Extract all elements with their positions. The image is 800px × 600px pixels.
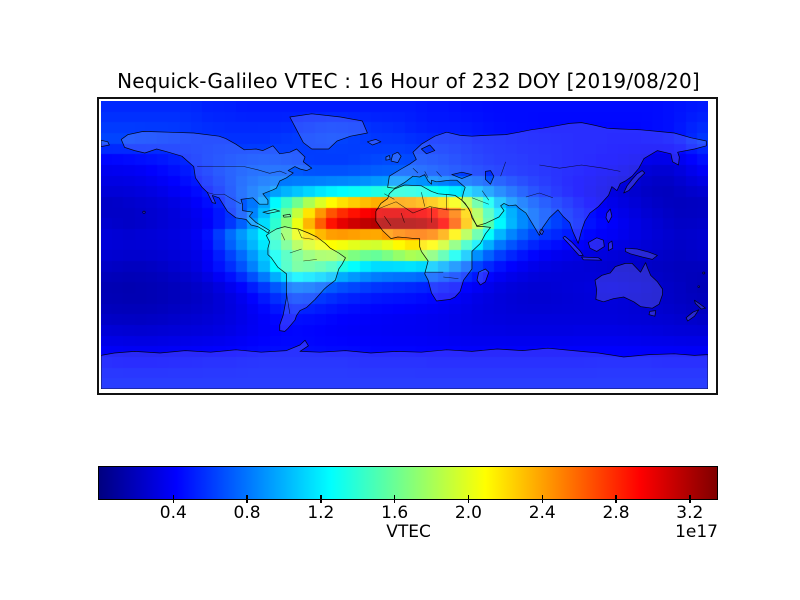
colorbar-tick	[467, 495, 470, 503]
country-borders	[197, 161, 621, 314]
new-guinea-outline	[625, 247, 658, 260]
madagascar-outline	[476, 268, 490, 286]
hispaniola-outline	[282, 213, 292, 218]
colorbar-tick-label: 1.2	[307, 503, 335, 523]
colorbar-tick-label: 2.0	[454, 503, 482, 523]
africa-outline	[375, 184, 491, 302]
tasmania-outline	[648, 310, 657, 317]
eurasia-outline	[387, 122, 707, 244]
world-coastlines-overlay	[101, 113, 708, 389]
colorbar-tick-label: 2.4	[528, 503, 556, 523]
south-america-outline	[265, 226, 346, 332]
colorbar-tick	[541, 495, 543, 503]
japan-outline	[623, 170, 646, 194]
vanuatu-island-dot	[697, 285, 700, 288]
colorbar-tick	[172, 495, 174, 503]
australia-outline	[594, 262, 663, 309]
chukotka-wrap-fragment	[101, 139, 110, 147]
sulawesi-outline	[608, 240, 614, 251]
colorbar-axis-label: VTEC	[386, 522, 431, 542]
hawaii-island-dot	[142, 210, 146, 214]
sri-lanka-outline	[539, 228, 544, 235]
vtec-heatmap-canvas	[101, 101, 708, 389]
colorbar-offset-label: 1e17	[675, 522, 718, 542]
colorbar	[98, 466, 718, 500]
colorbar-tick-label: 1.6	[381, 503, 409, 523]
colorbar-tick	[393, 495, 396, 503]
colorbar-tick	[689, 495, 691, 503]
antarctica-outline	[101, 339, 708, 389]
new-zealand-outline	[685, 299, 706, 322]
cuba-outline	[262, 209, 281, 214]
colorbar-tick	[615, 495, 617, 503]
map-frame	[97, 97, 718, 395]
british-isles-outline	[385, 151, 402, 163]
figure-title: Nequick-Galileo VTEC : 16 Hour of 232 DO…	[117, 69, 700, 93]
fiji-island-dot	[702, 271, 706, 275]
colorbar-tick	[320, 495, 322, 503]
colorbar-tick-label: 2.8	[602, 503, 630, 523]
sumatra-outline	[562, 235, 584, 256]
colorbar-tick-label: 3.2	[676, 503, 704, 523]
colorbar-tick-label: 0.8	[233, 503, 261, 523]
colorbar-gradient	[99, 467, 717, 499]
colorbar-tick	[246, 495, 248, 503]
colorbar-tick-label: 0.4	[159, 503, 187, 523]
borneo-outline	[587, 237, 605, 252]
north-america-outline	[120, 131, 313, 234]
philippines-outline	[605, 208, 613, 223]
iceland-outline	[367, 139, 382, 146]
java-outline	[581, 256, 603, 261]
greenland-outline	[289, 113, 368, 150]
